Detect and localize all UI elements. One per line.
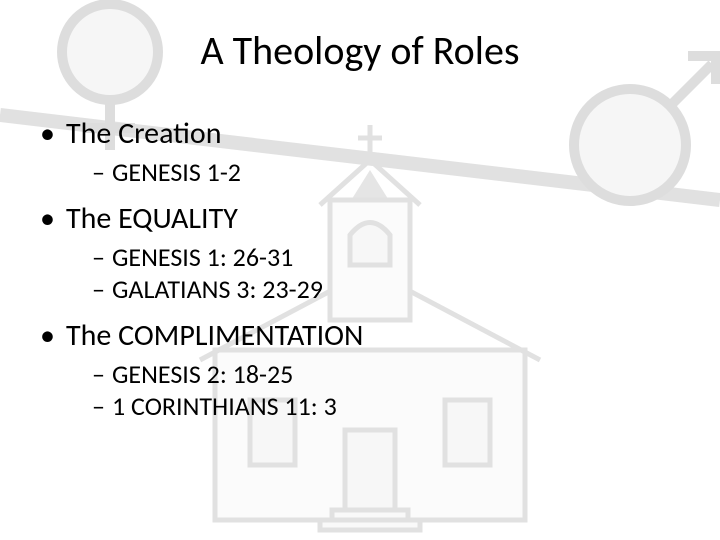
- sub-label: GENESIS 1: 26-31: [112, 241, 293, 273]
- sub-list: GENESIS 1: 26-31 GALATIANS 3: 23-29: [40, 241, 363, 305]
- list-item: The COMPLIMENTATION GENESIS 2: 18-25 1 C…: [40, 317, 363, 422]
- bullet-level2: GENESIS 2: 18-25: [92, 358, 363, 390]
- sub-label: GENESIS 2: 18-25: [112, 358, 293, 390]
- slide: A Theology of Roles The Creation GENESIS…: [0, 0, 720, 540]
- sub-label: 1 CORINTHIANS 11: 3: [112, 390, 337, 422]
- sub-label: GENESIS 1-2: [112, 156, 241, 188]
- bullet-level2: 1 CORINTHIANS 11: 3: [92, 390, 363, 422]
- sub-list: GENESIS 2: 18-25 1 CORINTHIANS 11: 3: [40, 358, 363, 422]
- bullet-level2: GALATIANS 3: 23-29: [92, 273, 363, 305]
- bullet-level1: The Creation: [40, 115, 221, 152]
- list-item: The Creation GENESIS 1-2: [40, 115, 363, 188]
- slide-title: A Theology of Roles: [0, 26, 720, 75]
- list-item: The EQUALITY GENESIS 1: 26-31 GALATIANS …: [40, 200, 363, 305]
- bullet-level1: The COMPLIMENTATION: [40, 317, 363, 354]
- sub-list: GENESIS 1-2: [40, 156, 363, 188]
- bullet-level1: The EQUALITY: [40, 200, 238, 237]
- bullet-level2: GENESIS 1: 26-31: [92, 241, 363, 273]
- sub-label: GALATIANS 3: 23-29: [112, 273, 323, 305]
- bullet-level2: GENESIS 1-2: [92, 156, 363, 188]
- slide-content: A Theology of Roles The Creation GENESIS…: [0, 0, 720, 540]
- bullet-list: The Creation GENESIS 1-2 The EQUALITY GE…: [40, 115, 363, 434]
